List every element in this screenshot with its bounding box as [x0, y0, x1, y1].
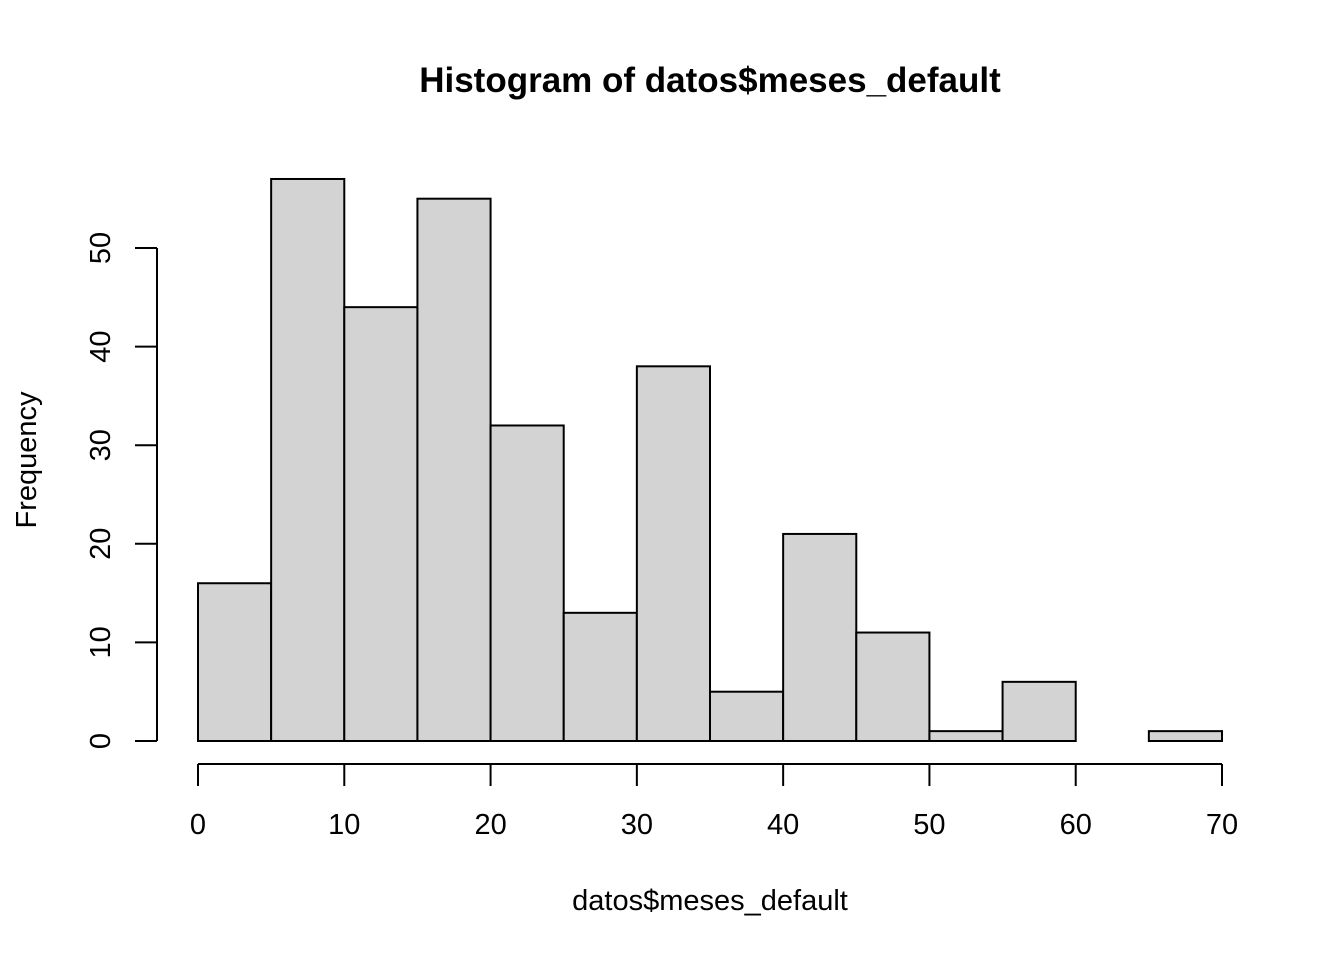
- x-tick-label: 20: [474, 809, 506, 841]
- y-tick-label: 50: [85, 232, 117, 264]
- x-tick-label: 10: [328, 809, 360, 841]
- histogram-bar: [489, 424, 565, 742]
- bars-group: [197, 177, 1224, 743]
- histogram-bar: [928, 730, 1004, 743]
- y-tick-label: 0: [85, 733, 117, 749]
- y-tick-label: 40: [85, 330, 117, 362]
- x-axis: 0 10 20 30 40 50 60 70: [190, 763, 1238, 841]
- histogram-bar: [197, 582, 273, 742]
- histogram-bar: [1147, 730, 1224, 743]
- histogram-bar: [562, 611, 638, 742]
- x-tick-label: 50: [913, 809, 945, 841]
- histogram-bar: [782, 532, 858, 742]
- y-tick-label: 20: [85, 528, 117, 560]
- histogram-bar: [709, 690, 785, 743]
- chart-title: Histogram of datos$meses_default: [419, 61, 1001, 100]
- histogram-bar: [1001, 680, 1077, 743]
- x-tick-label: 40: [767, 809, 799, 841]
- x-tick-label: 60: [1060, 809, 1092, 841]
- histogram-bar: [416, 197, 492, 742]
- histogram-bar: [270, 177, 346, 743]
- y-axis-label: Frequency: [11, 391, 43, 529]
- x-axis-label: datos$meses_default: [572, 885, 848, 917]
- y-axis: 0 10 20 30 40 50: [85, 232, 158, 749]
- y-tick-label: 30: [85, 429, 117, 461]
- y-tick-label: 10: [85, 626, 117, 658]
- x-tick-label: 0: [190, 809, 206, 841]
- x-tick-label: 70: [1206, 809, 1238, 841]
- histogram-bar: [635, 365, 711, 742]
- histogram-bar: [855, 631, 931, 742]
- histogram-bar: [343, 306, 419, 742]
- x-tick-label: 30: [621, 809, 653, 841]
